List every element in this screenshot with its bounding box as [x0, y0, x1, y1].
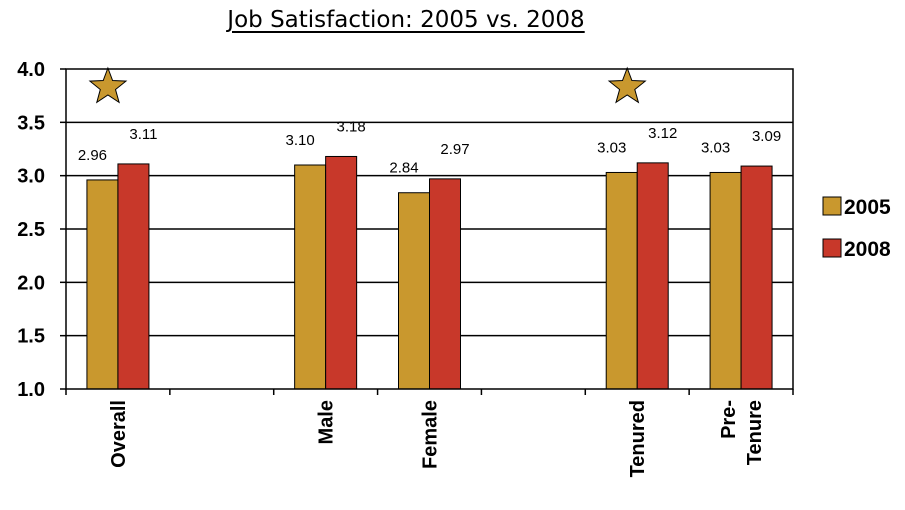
category-label: Overall [108, 400, 130, 468]
data-label: 3.11 [129, 126, 157, 143]
category-label: Female [420, 400, 442, 469]
y-tick-label: 2.0 [17, 272, 45, 294]
legend-label: 2008 [844, 238, 891, 261]
data-label: 3.03 [701, 139, 730, 156]
category-label: Tenure [744, 400, 766, 465]
y-tick-label: 2.5 [17, 219, 45, 241]
data-label: 3.18 [337, 118, 366, 135]
data-label: 2.84 [389, 160, 418, 177]
category-label: Tenured [627, 400, 649, 477]
plot-area-frame [65, 68, 794, 390]
chart-title: Job Satisfaction: 2005 vs. 2008 [227, 7, 585, 33]
bar-2008 [740, 165, 773, 390]
bar-2008 [636, 162, 669, 390]
category-label: Male [316, 400, 338, 444]
data-label: 2.96 [78, 147, 107, 164]
bar-2005 [398, 192, 430, 390]
y-tick-label: 3.0 [17, 166, 45, 188]
y-tick-label: 4.0 [17, 59, 45, 81]
legend-label: 2005 [844, 196, 891, 219]
bar-2008 [117, 163, 150, 390]
y-tick-label: 1.5 [17, 326, 45, 348]
data-label: 3.03 [597, 139, 626, 156]
data-label: 3.09 [752, 128, 781, 145]
bar-2005 [86, 179, 119, 390]
bar-2008 [429, 178, 461, 390]
legend-swatch-2008 [822, 238, 842, 258]
star-icon [607, 66, 647, 104]
bar-2008 [325, 155, 358, 390]
data-label: 3.10 [286, 132, 315, 149]
bar-2005 [605, 171, 638, 390]
y-tick-label: 1.0 [17, 379, 45, 401]
data-label: 3.12 [648, 125, 677, 142]
star-icon [88, 66, 128, 104]
bar-2005 [294, 164, 327, 390]
category-label: Pre- [718, 400, 740, 439]
legend-swatch-2005 [822, 196, 842, 216]
data-label: 2.97 [440, 141, 469, 158]
y-tick-label: 3.5 [17, 112, 45, 134]
bar-2005 [709, 171, 742, 390]
